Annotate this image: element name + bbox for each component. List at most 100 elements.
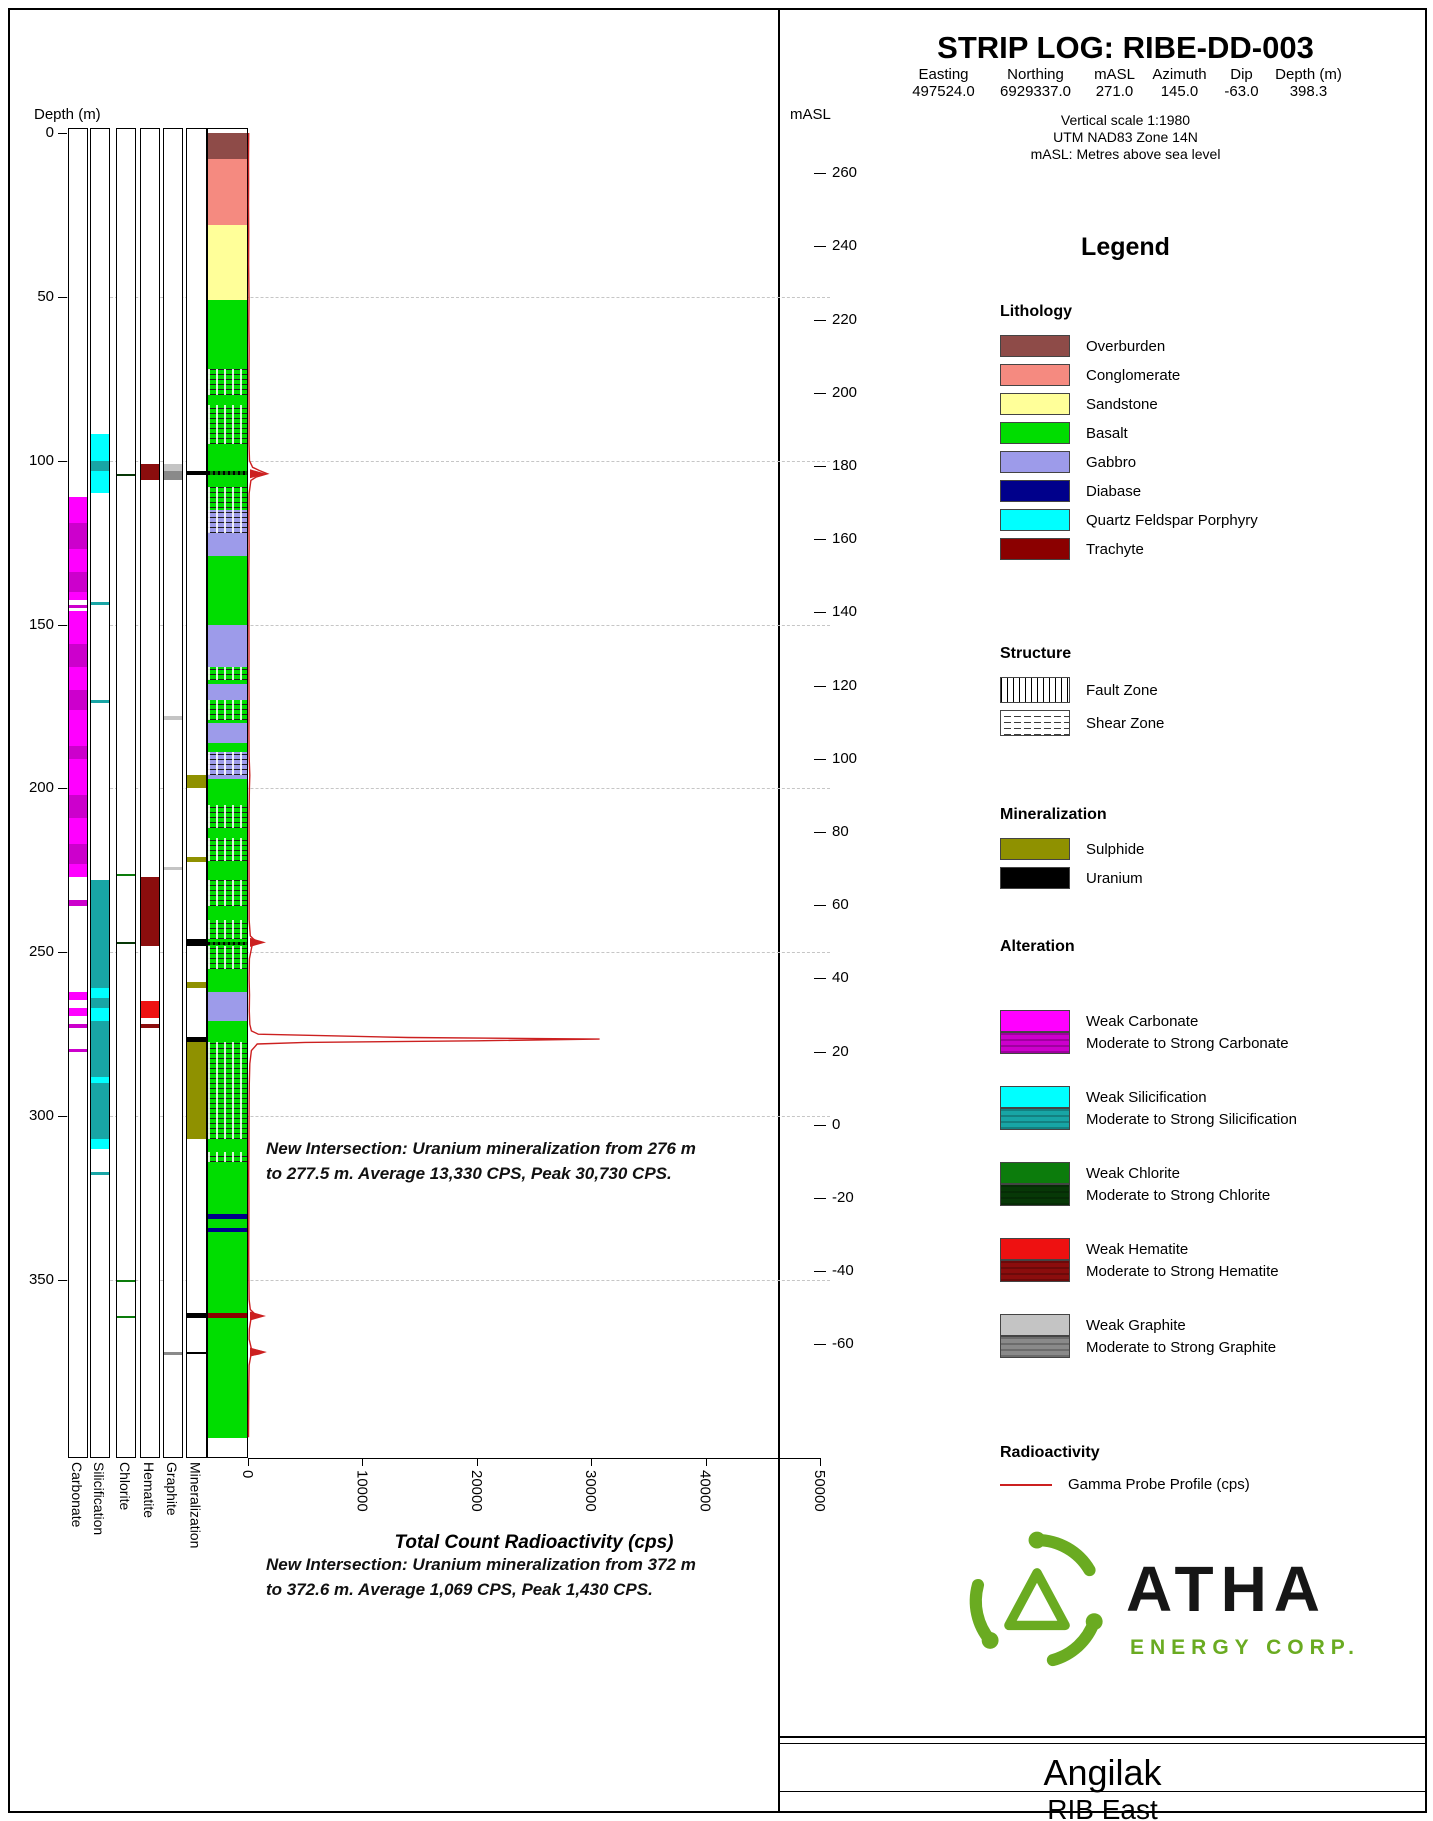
lithology-interval [208, 742, 247, 753]
structure-interval [208, 919, 247, 940]
masl-tick-label: -60 [832, 1335, 854, 1353]
conglomerate-swatch [1000, 364, 1070, 386]
weak-graphite-swatch [1000, 1314, 1070, 1336]
project-name: Angilak [1043, 1752, 1162, 1793]
silicification-interval [91, 1139, 109, 1149]
masl-axis-label: mASL [790, 106, 831, 123]
legend-label: Fault Zone [1086, 681, 1158, 699]
legend-pair-hematite: Weak Hematite Moderate to Strong Hematit… [1000, 1238, 1400, 1282]
depth-tick-label: 300 [28, 1107, 54, 1125]
masl-tick [814, 466, 826, 468]
depth-tick [58, 460, 67, 462]
legend-label: Moderate to Strong Hematite [1086, 1262, 1279, 1280]
chlorite-column [116, 128, 136, 1458]
collar-col-northing: Northing [1007, 66, 1064, 83]
masl-tick-label: 60 [832, 896, 849, 914]
legend-item-shear-zone: Shear Zone [1000, 710, 1400, 736]
depth-tick [58, 1116, 67, 1118]
carbonate-interval [69, 844, 87, 864]
atha-wordmark: ATHA [1126, 1553, 1327, 1625]
graphite-interval [164, 470, 182, 481]
legend-label: Sandstone [1086, 395, 1158, 413]
collar-val-azimuth: 145.0 [1160, 83, 1199, 100]
cps-tick-label: 50000 [811, 1470, 828, 1512]
strong-silicification-swatch [1000, 1108, 1070, 1130]
mineralization-legend-section: Mineralization Sulphide Uranium [1000, 806, 1400, 896]
cps-tick [248, 1458, 249, 1466]
gamma-trace [247, 132, 600, 1438]
sandstone-swatch [1000, 393, 1070, 415]
cps-tick-label: 0 [239, 1470, 256, 1479]
legend-label: Moderate to Strong Silicification [1086, 1110, 1297, 1128]
carbonate-interval [69, 604, 87, 609]
depth-tick [58, 133, 67, 134]
legend-label: Gamma Probe Profile (cps) [1068, 1476, 1250, 1493]
legend-label: Weak Silicification [1086, 1088, 1207, 1106]
mineralization-interval [187, 857, 206, 863]
graphite-interval [164, 716, 182, 720]
gamma-line-swatch [1000, 1483, 1052, 1486]
trachyte-swatch [1000, 538, 1070, 560]
lithology-interval [208, 1317, 247, 1439]
legend-item-gabbro: Gabbro [1000, 451, 1400, 473]
masl-tick [814, 832, 826, 834]
radioactivity-heading: Radioactivity [1000, 1444, 1100, 1461]
mineralization-interval [187, 939, 206, 946]
cps-tick [362, 1458, 364, 1466]
lithology-interval [208, 1312, 247, 1318]
depth-tick-label: 350 [28, 1270, 54, 1288]
column-label-silicification: Silicification [91, 1462, 107, 1536]
masl-tick-label: 180 [832, 457, 858, 475]
carbonate-interval [69, 863, 87, 877]
masl-tick-label: 80 [832, 823, 849, 841]
masl-tick [814, 1344, 826, 1346]
masl-tick-label: 200 [832, 383, 858, 401]
structure-interval [208, 837, 247, 861]
masl-tick [814, 1051, 826, 1053]
collar-val-easting: 497524.0 [912, 83, 975, 100]
hematite-interval [141, 1001, 159, 1018]
sulphide-swatch [1000, 838, 1070, 860]
legend-label: Weak Hematite [1086, 1240, 1189, 1258]
collar-col-dip: Dip [1230, 66, 1253, 83]
silicification-interval [91, 470, 109, 494]
column-label-hematite: Hematite [141, 1462, 157, 1519]
strong-chlorite-swatch [1000, 1184, 1070, 1206]
legend-label: Diabase [1086, 482, 1142, 500]
masl-tick-label: 0 [832, 1115, 841, 1133]
legend-pair-chlorite: Weak Chlorite Moderate to Strong Chlorit… [1000, 1162, 1400, 1206]
uranium-swatch [1000, 867, 1070, 889]
masl-tick-label: 140 [832, 603, 858, 621]
intersection-annotation-2: New Intersection: Uranium mineralization… [266, 1552, 696, 1602]
cps-tick-label: 40000 [696, 1470, 714, 1512]
silicification-interval [91, 434, 109, 461]
silicification-column [90, 128, 110, 1458]
gabbro-swatch [1000, 451, 1070, 473]
footer-mid-line [778, 1791, 1427, 1792]
legend-label: Weak Chlorite [1086, 1164, 1180, 1182]
depth-tick-label: 150 [28, 615, 54, 633]
lithology-interval [208, 1227, 247, 1233]
masl-tick [814, 1198, 826, 1200]
annotation-line: New Intersection: Uranium mineralization… [266, 1139, 696, 1158]
masl-tick-label: 240 [832, 237, 858, 255]
carbonate-interval [69, 496, 87, 523]
mineralization-interval [187, 470, 206, 476]
carbonate-interval [69, 1007, 87, 1017]
legend-item-trachyte: Trachyte [1000, 538, 1400, 560]
silicification-interval [91, 699, 109, 704]
structure-interval [208, 880, 247, 907]
masl-tick [814, 905, 826, 907]
cps-axis-title: Total Count Radioactivity (cps) [394, 1532, 674, 1553]
lithology-heading: Lithology [1000, 303, 1072, 320]
masl-tick-label: 100 [832, 749, 858, 767]
silicification-interval [91, 1076, 109, 1084]
legend-label: Weak Carbonate [1086, 1012, 1199, 1030]
legend-pair-carbonate: Weak Carbonate Moderate to Strong Carbon… [1000, 1010, 1400, 1054]
chlorite-interval [117, 1316, 135, 1318]
masl-tick [814, 685, 826, 687]
carbonate-interval [69, 572, 87, 592]
masl-tick [814, 758, 826, 760]
utm-zone-note: UTM NAD83 Zone 14N [1053, 129, 1198, 145]
column-label-carbonate: Carbonate [69, 1462, 85, 1528]
